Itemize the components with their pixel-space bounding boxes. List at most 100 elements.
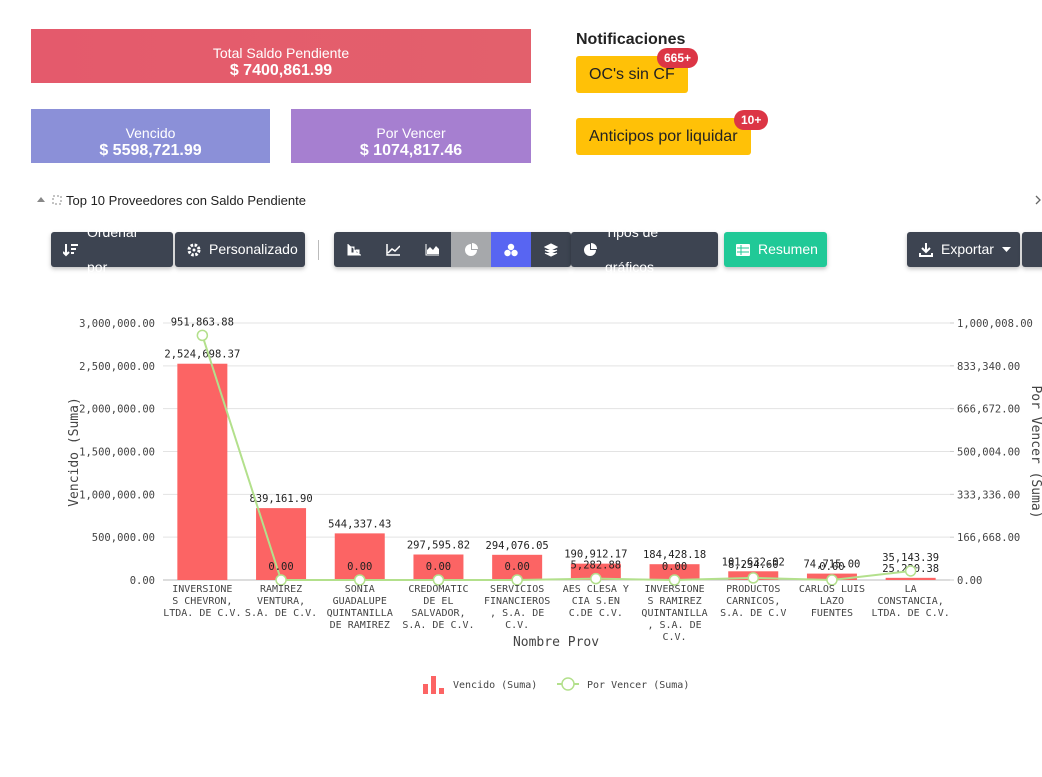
card-value: $ 7400,861.99 <box>229 62 333 79</box>
x-tick-label: CARLOS LUIS LAZO FUENTES <box>798 584 866 619</box>
line-value-label: 0.00 <box>347 561 372 573</box>
sort-button[interactable]: Ordenar por <box>51 224 173 275</box>
bar <box>256 508 307 580</box>
bar-value-label: 839,161.90 <box>249 493 312 505</box>
notification-button[interactable]: Anticipos por liquidar <box>576 118 751 155</box>
x-tick-label: CREDOMATIC DE EL SALVADOR, S.A. DE C.V. <box>402 584 475 631</box>
y2-tick-label: 500,004.00 <box>957 447 1020 459</box>
legend-swatch <box>439 688 444 694</box>
chart-type-button[interactable] <box>373 232 412 267</box>
x-tick-label: AES CLESA Y CIA S.EN C.DE C.V. <box>562 584 629 619</box>
card-label: Total Saldo Pendiente <box>212 45 350 61</box>
legend-swatch <box>423 684 428 694</box>
x-tick-label: SERVICIOS FINANCIEROS , S.A. DE C.V. <box>484 584 551 631</box>
y-tick-label: 1,000,000.00 <box>79 489 155 501</box>
line-value-label: 8,234.60 <box>728 559 779 571</box>
panel-title: Top 10 Proveedores con Saldo Pendiente <box>66 193 306 208</box>
y-tick-label: 3,000,000.00 <box>79 318 155 330</box>
bar <box>570 563 621 580</box>
card-label: Por Vencer <box>376 125 446 141</box>
chart-type-group <box>334 232 571 267</box>
y-tick-label: 1,500,000.00 <box>79 447 155 459</box>
legend-swatch <box>561 677 575 691</box>
line-value-label: 35,143.39 <box>882 552 939 564</box>
bar-value-label: 544,337.43 <box>328 518 391 530</box>
line-point <box>275 574 287 586</box>
button-label: Exportar <box>941 241 994 257</box>
x-tick-label: INVERSIONE S RAMIREZ QUINTANILLA , S.A. … <box>641 584 708 643</box>
x-tick-label: INVERSIONE S CHEVRON, LTDA. DE C.V. <box>163 584 242 619</box>
separator <box>318 240 319 260</box>
button-label: Resumen <box>758 241 818 257</box>
summary-button[interactable]: Resumen <box>724 232 827 267</box>
panel-icons[interactable] <box>36 195 62 205</box>
x-axis-title: Nombre Prov <box>513 635 599 650</box>
notification-badge: 10+ <box>734 110 769 130</box>
line-point <box>354 574 366 586</box>
line-value-label: 951,863.88 <box>171 316 234 328</box>
y2-tick-label: 833,340.00 <box>957 361 1020 373</box>
bar-value-label: 101,632.02 <box>722 556 785 568</box>
notification-badge: 665+ <box>657 48 699 68</box>
y-axis-title: Vencido (Suma) <box>67 397 82 507</box>
chart-type-button[interactable] <box>491 232 531 267</box>
line-value-label: 0.00 <box>662 561 687 573</box>
chart-type-button[interactable] <box>451 232 491 267</box>
line-point <box>196 329 209 342</box>
button-label: Personalizado <box>209 241 298 257</box>
line-value-label: 5,282.88 <box>571 560 622 572</box>
bar <box>649 564 700 580</box>
line-value-label: 0.00 <box>505 561 530 573</box>
button-label: Ordenar por <box>87 223 139 275</box>
y2-tick-label: 0.00 <box>957 575 982 587</box>
chart-types-button[interactable]: Tipos de gráficos <box>571 224 718 275</box>
line-point <box>590 572 602 585</box>
x-tick-label: PRODUCTOS CARNICOS, S.A. DE C.V <box>720 584 787 619</box>
extra-button[interactable] <box>1022 232 1042 267</box>
y2-tick-label: 666,672.00 <box>957 404 1020 416</box>
bar <box>885 577 936 580</box>
x-tick-label: SONIA GUADALUPE QUINTANILLA DE RAMIREZ <box>326 584 393 631</box>
export-button[interactable]: Exportar <box>907 232 1020 267</box>
legend-item: Por Vencer (Suma) <box>557 677 689 691</box>
line-point <box>904 565 917 577</box>
custom-button[interactable]: Personalizado <box>175 232 305 267</box>
chart-type-button[interactable] <box>334 232 373 267</box>
line-value-label: 0.00 <box>819 561 844 573</box>
button-label: Tipos de gráficos <box>605 223 659 275</box>
bar-value-label: 184,428.18 <box>643 549 706 561</box>
legend-swatch <box>431 676 436 694</box>
bar-value-label: 74,715.00 <box>803 559 860 571</box>
line-point <box>668 574 681 586</box>
y2-axis-title: Por Vencer (Suma) <box>1028 385 1042 518</box>
x-tick-label: LA CONSTANCIA, LTDA. DE C.V. <box>871 584 950 619</box>
line-value-label: 0.00 <box>426 561 451 573</box>
bar <box>334 533 385 580</box>
y2-tick-label: 333,336.00 <box>957 489 1020 501</box>
x-tick-label: RAMIREZ VENTURA, S.A. DE C.V. <box>244 584 318 619</box>
y-tick-label: 500,000.00 <box>92 532 155 544</box>
line-value-label: 0.00 <box>268 561 293 573</box>
card-label: Vencido <box>125 125 176 141</box>
line-point <box>432 574 445 586</box>
line-point <box>511 574 523 586</box>
legend-label: Vencido (Suma) <box>453 680 537 691</box>
y-tick-label: 0.00 <box>130 575 155 587</box>
chart-type-button[interactable] <box>412 232 451 267</box>
notifications-title: Notificaciones <box>576 31 686 48</box>
y-tick-label: 2,500,000.00 <box>79 361 155 373</box>
legend-label: Por Vencer (Suma) <box>587 680 689 691</box>
line-point <box>826 574 838 586</box>
total-card: Total Saldo Pendiente $ 7400,861.99 <box>31 29 531 83</box>
legend-item: Vencido (Suma) <box>423 676 537 694</box>
line-point <box>747 572 759 584</box>
chart-type-button[interactable] <box>531 232 570 267</box>
bar-value-label: 297,595.82 <box>407 540 470 552</box>
panel-close[interactable] <box>1034 194 1042 206</box>
y2-tick-label: 166,668.00 <box>957 532 1020 544</box>
card-value: $ 5598,721.99 <box>99 142 202 159</box>
bar-value-label: 2,524,698.37 <box>164 349 240 361</box>
bar <box>177 363 228 580</box>
